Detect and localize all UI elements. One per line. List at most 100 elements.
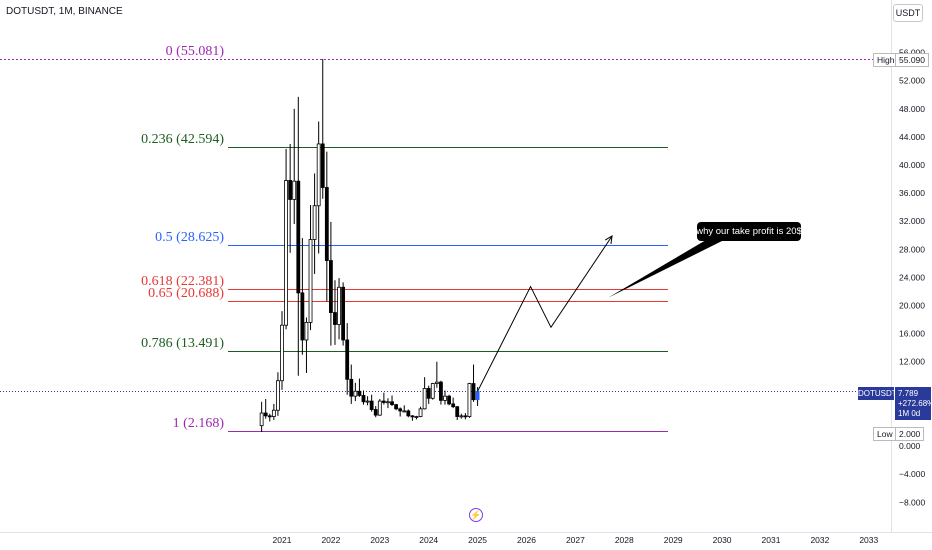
candle-body: [292, 180, 297, 200]
candle-body: [443, 395, 447, 401]
current-price-value: 7.789: [898, 389, 919, 398]
candle-2024-08: [455, 406, 460, 421]
candle-2023-09: [410, 415, 415, 421]
candle-body: [402, 410, 407, 413]
candle-2024-03: [434, 361, 439, 388]
candle-2022-05: [345, 323, 350, 395]
low-label: Low: [873, 427, 897, 441]
candle-2024-12: [471, 364, 476, 402]
candle-body: [357, 390, 362, 396]
candle-2021-12: [324, 151, 329, 302]
candle-body: [345, 339, 350, 380]
time-tick: 2030: [713, 535, 732, 545]
candle-body: [390, 401, 394, 405]
candle-body: [426, 388, 431, 399]
candle-2024-09: [459, 413, 464, 419]
candle-body: [288, 180, 293, 200]
candle-body: [463, 415, 468, 418]
current-price-change: +272.68%: [898, 399, 932, 408]
candle-body: [296, 180, 301, 294]
candle-2020-12: [276, 372, 280, 416]
fib-label-1: 1 (2.168): [172, 415, 224, 431]
price-tick: 28.000: [899, 244, 925, 254]
candle-body: [333, 312, 337, 325]
time-tick: 2031: [762, 535, 781, 545]
candle-2021-10: [316, 121, 321, 254]
candle-2020-08: [259, 401, 264, 432]
time-tick: 2028: [615, 535, 634, 545]
price-tick: 56.000: [899, 48, 925, 58]
candle-2021-05: [296, 96, 301, 376]
price-tick: 52.000: [899, 76, 925, 86]
candle-2022-01: [328, 221, 333, 346]
candle-2021-08: [308, 205, 313, 331]
time-tick: 2021: [273, 535, 292, 545]
time-tick: 2022: [321, 535, 340, 545]
price-tick: 12.000: [899, 357, 925, 367]
candle-body: [471, 383, 476, 401]
candle-2023-04: [390, 395, 394, 407]
price-tick: 32.000: [899, 216, 925, 226]
candle-2022-06: [349, 364, 354, 404]
fib-label-0-65: 0.65 (20.688): [148, 285, 224, 301]
candle-body: [300, 292, 305, 341]
candle-body: [377, 400, 382, 416]
candle-body: [263, 412, 268, 417]
candle-body: [467, 383, 472, 417]
symbol-title: DOTUSDT, 1M, BINANCE: [6, 6, 123, 17]
fib-label-0-786: 0.786 (13.491): [141, 335, 224, 351]
candle-2023-08: [406, 409, 411, 418]
candle-body: [312, 205, 317, 240]
lightning-icon[interactable]: ⚡: [469, 508, 483, 522]
candle-2022-10: [365, 396, 370, 406]
fib-label-0-236: 0.236 (42.594): [141, 131, 224, 147]
candle-body: [398, 408, 403, 412]
currency-button[interactable]: USDT: [893, 4, 923, 22]
candle-2022-04: [341, 282, 346, 346]
candle-2022-11: [369, 394, 374, 412]
candle-2023-06: [398, 407, 403, 417]
candle-2021-01: [280, 311, 284, 390]
time-axis[interactable]: 2021 2022 2023 2024 2025 2026 2027 2028 2029 2030…: [0, 532, 932, 546]
candle-body: [459, 415, 464, 418]
candle-2021-06: [300, 238, 305, 355]
price-scale[interactable]: 56.000 52.000 48.000 44.000 40.000 36.000 32.0…: [891, 0, 926, 532]
candle-body: [328, 260, 333, 313]
candle-body: [349, 378, 354, 397]
candle-body: [284, 180, 288, 326]
candle-2023-01: [377, 398, 382, 416]
candle-body: [422, 388, 427, 410]
candle-2024-10: [463, 413, 468, 420]
candle-body: [308, 239, 313, 323]
time-tick: 2025: [468, 535, 487, 545]
fib-label-0: 0 (55.081): [165, 43, 224, 59]
current-price-countdown: 1M 0d: [898, 409, 921, 418]
candle-2024-02: [430, 382, 435, 400]
candle-body: [418, 408, 423, 417]
time-tick: 2033: [859, 535, 878, 545]
time-tick: 2023: [370, 535, 389, 545]
price-tick: −4.000: [899, 469, 926, 479]
price-tick: 36.000: [899, 188, 925, 198]
time-tick: 2027: [566, 535, 585, 545]
candle-body: [439, 381, 443, 401]
fib-label-0-5: 0.5 (28.625): [155, 229, 224, 245]
low-value: 2.000: [895, 427, 925, 441]
candle-2021-11: [320, 59, 325, 199]
candle-2023-03: [386, 398, 390, 409]
price-tick: 48.000: [899, 104, 925, 114]
candle-2022-07: [353, 382, 358, 402]
candle-2022-08: [357, 378, 362, 397]
candle-2023-12: [422, 377, 427, 410]
high-value: 55.090: [895, 53, 929, 67]
candle-2022-09: [361, 390, 366, 405]
callout-note[interactable]: why our take profit is 20$: [696, 222, 802, 241]
current-price-box: 7.789 +272.68% 1M 0d: [895, 387, 932, 420]
projection-path: [477, 235, 613, 392]
candle-2020-09: [263, 398, 268, 419]
time-tick: 2024: [419, 535, 438, 545]
callout-wedge: [608, 240, 724, 298]
candle-2021-03: [288, 143, 293, 253]
candle-body: [394, 404, 399, 410]
